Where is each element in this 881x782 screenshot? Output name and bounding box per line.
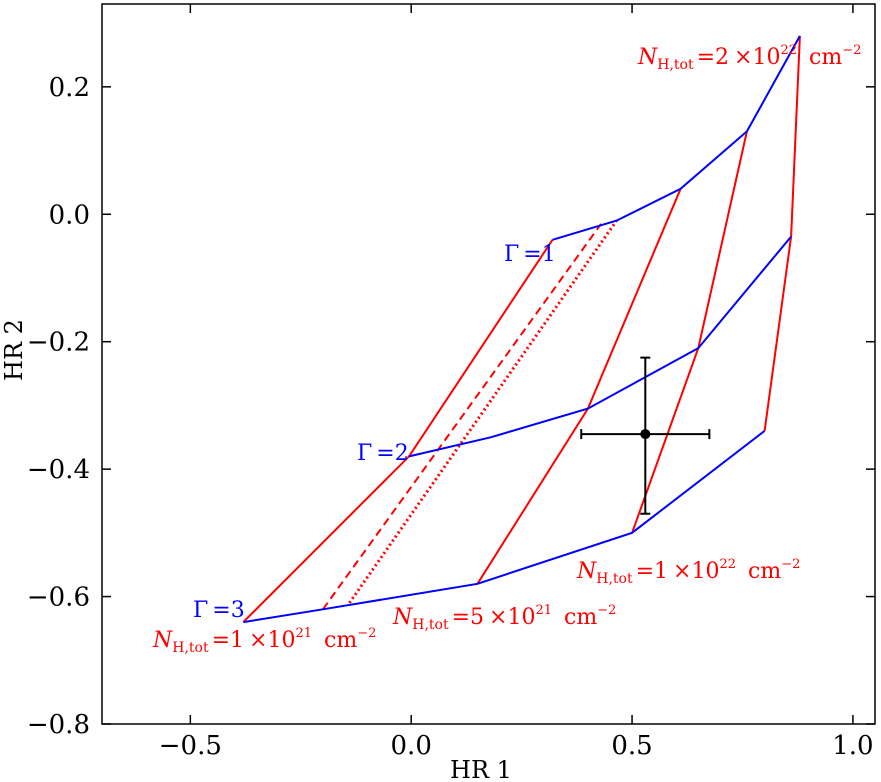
plot-frame [101,3,876,725]
nh-line-0 [242,239,554,623]
nh-line-1 [322,223,602,610]
x-tick-label: 1.0 [832,731,873,761]
nh-5e21-label: NH,tot =5 ×1021 cm−2 [392,603,616,633]
y-tick-label: 0.2 [49,73,90,103]
ticks-layer: −0.5 0.0 0.5 1.0 −0.8 −0.6 −0.4 −0.2 0.0 0.2 [27,4,875,761]
gamma-line-2 [408,235,792,458]
y-axis-title: HR 2 [0,319,28,381]
nh-2e22-label: NH,tot =2 ×1022 cm−2 [637,43,861,73]
x-tick-label: 0.0 [391,731,432,761]
nh-1e22-label: NH,tot =1 ×1022 cm−2 [576,557,800,587]
gamma-3-label: Γ =3 [193,598,245,623]
y-tick-label: −0.6 [27,583,90,613]
nh-1e21-label: NH,tot =1 ×1021 cm−2 [152,626,376,656]
datapoint-layer [580,356,711,515]
gamma-line-1 [552,35,801,241]
y-tick-label: −0.8 [27,710,90,740]
gamma-2-label: Γ =2 [357,441,409,466]
data-point-marker [640,429,651,440]
nh-line-5 [763,35,801,432]
y-tick-label: 0.0 [49,200,90,230]
y-tick-label: −0.4 [27,455,90,485]
x-tick-label: 0.5 [611,731,652,761]
nh-line-4 [631,131,748,534]
gamma-1-label: Γ =1 [504,242,556,267]
series-layer [242,35,801,624]
y-tick-label: −0.2 [27,328,90,358]
x-axis-title: HR 1 [450,756,512,782]
x-tick-label: −0.5 [159,731,222,761]
gamma-line-3 [243,430,766,624]
